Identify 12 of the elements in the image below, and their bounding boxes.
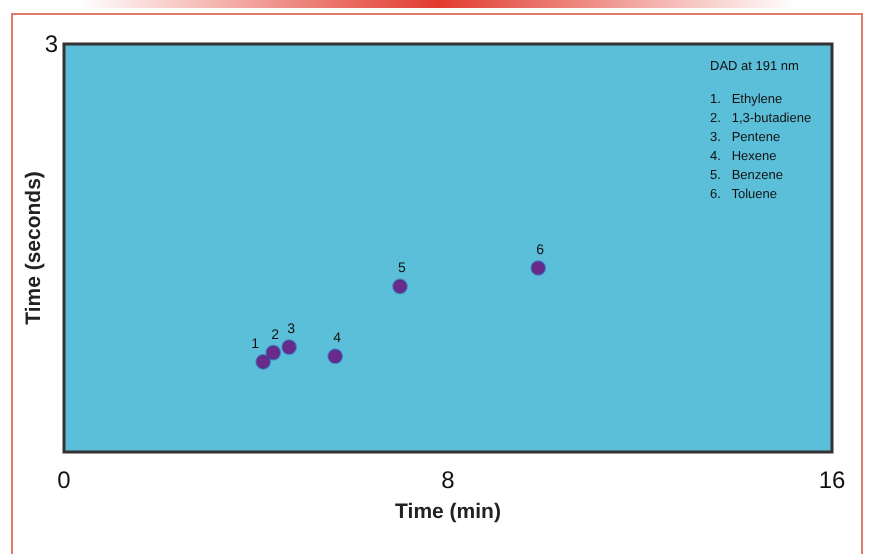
point	[530, 260, 547, 276]
point	[255, 354, 271, 370]
x-tick-label: 0	[57, 466, 72, 494]
point	[327, 348, 343, 365]
x-axis-title: Time (min)	[395, 500, 501, 524]
x-tick-label: 8	[441, 466, 456, 494]
point	[392, 278, 408, 295]
point	[281, 339, 297, 355]
x-tick-label: 16	[818, 466, 846, 494]
text: 3	[44, 30, 59, 58]
point	[265, 344, 282, 361]
y-axis-title: Time (seconds)	[22, 171, 46, 325]
